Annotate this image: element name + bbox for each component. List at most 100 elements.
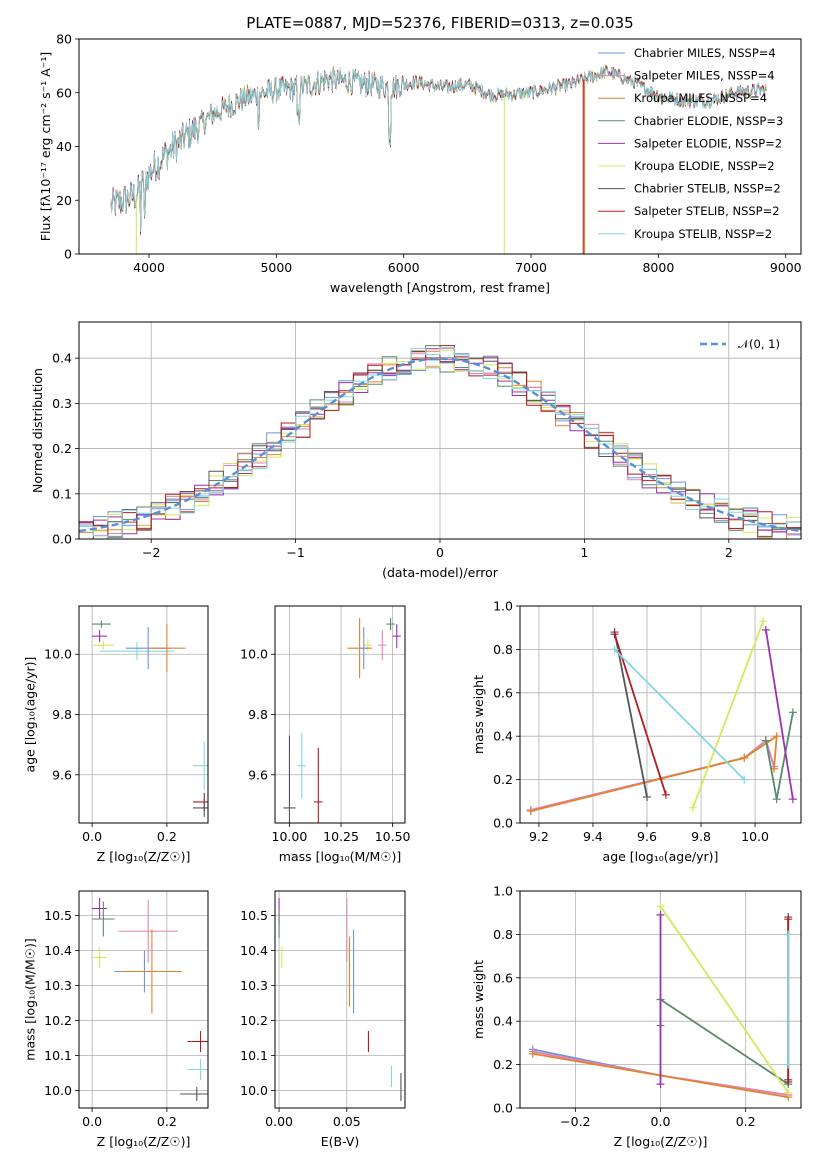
weight-series-line xyxy=(530,734,778,812)
x-tick-label: −2 xyxy=(142,545,160,560)
y-tick-label: 0.6 xyxy=(493,970,513,985)
x-tick-label: 0.2 xyxy=(157,829,177,844)
weight-point-marker xyxy=(526,807,535,816)
y-tick-label: 0.2 xyxy=(493,772,513,787)
y-tick-label: 80 xyxy=(56,32,72,47)
errorbar-point xyxy=(297,732,306,799)
y-tick-label: 0 xyxy=(64,247,72,262)
x-tick-label: 2 xyxy=(725,545,733,560)
x-axis-label: (data-model)/error xyxy=(382,565,499,580)
x-tick-label: 0.0 xyxy=(651,1114,671,1129)
y-tick-label: 10.0 xyxy=(44,647,72,662)
errorbar-point xyxy=(118,899,179,963)
x-axis-label: mass [log₁₀(M/M☉)] xyxy=(279,849,401,864)
legend-label: Chabrier ELODIE, NSSP=3 xyxy=(634,114,783,128)
y-axis-label: mass [log₁₀(M/M☉)] xyxy=(23,938,38,1060)
mass-weight-vs-age-chart: 9.2 9.4 9.6 9.8 10.0 0.0 0.2 0.4 0.6 0.8 1.0 age [l… xyxy=(471,599,802,864)
legend-label: 𝒩(0, 1) xyxy=(738,337,780,351)
x-axis-label: wavelength [Angstrom, rest frame] xyxy=(330,280,550,295)
age-vs-mass-chart: 10.00 10.25 10.50 9.6 9.8 10.0 mass [log₁₀(M/M… xyxy=(240,605,411,864)
y-tick-label: 0.0 xyxy=(493,816,513,831)
weight-point-marker xyxy=(784,1088,793,1097)
errorbar-points xyxy=(278,898,402,1101)
x-tick-label: 0.0 xyxy=(82,829,102,844)
weight-series-line xyxy=(659,997,790,1086)
weight-series-line xyxy=(613,631,648,798)
axes-frame xyxy=(519,890,802,1109)
weight-series-line xyxy=(692,620,765,809)
figure-title: PLATE=0887, MJD=52376, FIBERID=0313, z=0… xyxy=(246,14,633,32)
weight-point-marker xyxy=(759,617,768,626)
y-tick-label: 0.0 xyxy=(493,1101,513,1116)
x-tick-label: 4000 xyxy=(133,260,165,275)
weight-point-marker xyxy=(761,736,770,745)
x-tick-label: 10.25 xyxy=(323,829,359,844)
axes-frame xyxy=(78,890,209,1109)
legend-label: Salpeter MILES, NSSP=4 xyxy=(634,69,775,83)
y-axis-label: mass weight xyxy=(471,960,486,1039)
y-tick-label: 10.5 xyxy=(44,908,72,923)
errorbar-point xyxy=(193,798,208,817)
legend-label: Kroupa MILES, NSSP=4 xyxy=(634,91,767,105)
errorbar-point xyxy=(187,1059,208,1080)
y-tick-label: 9.6 xyxy=(248,767,268,782)
x-tick-label: 10.50 xyxy=(375,829,411,844)
weight-point-marker xyxy=(740,775,749,784)
weight-point-marker xyxy=(528,1049,537,1058)
errorbar-point xyxy=(359,627,368,670)
legend-label: Salpeter ELODIE, NSSP=2 xyxy=(634,136,782,150)
weight-point-marker xyxy=(788,708,797,717)
x-tick-label: 9.8 xyxy=(691,829,711,844)
y-tick-label: 10.3 xyxy=(44,978,72,993)
weight-point-marker xyxy=(656,1080,665,1089)
x-tick-label: 10.0 xyxy=(741,829,769,844)
axes-frame xyxy=(274,890,406,1109)
x-tick-label: 7000 xyxy=(515,260,547,275)
y-tick-label: 9.8 xyxy=(248,707,268,722)
axes-frame xyxy=(78,38,802,255)
y-tick-label: 10.4 xyxy=(240,943,268,958)
histogram-series xyxy=(79,345,801,539)
errorbar-point xyxy=(179,1087,208,1101)
errorbar-point xyxy=(148,624,186,673)
y-tick-label: 20 xyxy=(56,193,72,208)
spectrum-lines xyxy=(110,64,767,254)
x-tick-label: 0.0 xyxy=(82,1114,102,1129)
errorbar-point xyxy=(283,735,296,823)
x-axis-label: E(B-V) xyxy=(321,1134,360,1149)
x-axis-label: age [log₁₀(age/yr)] xyxy=(603,849,719,864)
x-axis-label: Z [log₁₀(Z/Z☉)] xyxy=(97,1134,191,1149)
y-tick-label: 10.2 xyxy=(240,1013,268,1028)
x-tick-label: 9000 xyxy=(770,260,802,275)
weight-point-marker xyxy=(784,1060,793,1069)
y-tick-label: 10.4 xyxy=(44,943,72,958)
errorbar-point xyxy=(92,947,108,968)
errorbar-point xyxy=(386,618,395,631)
weight-series-line xyxy=(659,905,789,1094)
errorbar-point xyxy=(187,1031,208,1052)
y-tick-label: 10.2 xyxy=(44,1013,72,1028)
weight-point-marker xyxy=(761,625,770,634)
axes-frame xyxy=(78,321,802,540)
legend-label: Kroupa ELODIE, NSSP=2 xyxy=(634,159,775,173)
y-tick-label: 10.1 xyxy=(44,1048,72,1063)
x-tick-label: 0.2 xyxy=(157,1114,177,1129)
y-tick-label: 0.4 xyxy=(52,351,72,366)
legend-label: Salpeter STELIB, NSSP=2 xyxy=(634,204,780,218)
errorbar-points xyxy=(92,620,208,817)
spectrum-chart: 4000 5000 6000 7000 8000 9000 0 20 40 60 80 wavelen… xyxy=(38,32,802,296)
errorbar-point xyxy=(92,620,111,628)
errorbar-point xyxy=(193,741,208,790)
y-tick-label: 0.8 xyxy=(493,642,513,657)
y-tick-label: 10.0 xyxy=(44,1083,72,1098)
x-tick-label: −0.2 xyxy=(560,1114,590,1129)
y-tick-label: 0.8 xyxy=(493,927,513,942)
weight-series-line xyxy=(613,648,745,781)
y-axis-label: mass weight xyxy=(471,675,486,754)
y-tick-label: 1.0 xyxy=(493,599,513,614)
x-tick-label: 9.4 xyxy=(583,829,603,844)
legend-label: Chabrier STELIB, NSSP=2 xyxy=(634,182,781,196)
y-tick-label: 40 xyxy=(56,139,72,154)
age-vs-Z-chart: 0.0 0.2 9.6 9.8 10.0 Z [log₁₀(Z/Z☉)] age [log₁… xyxy=(23,605,209,864)
x-tick-label: 0.2 xyxy=(736,1114,756,1129)
